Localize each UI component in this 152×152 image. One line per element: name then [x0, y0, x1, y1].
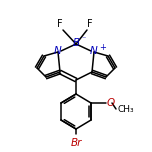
Text: B: B	[73, 38, 79, 48]
Text: F: F	[87, 19, 93, 29]
Text: ⁻: ⁻	[81, 35, 85, 43]
Text: N: N	[90, 46, 98, 56]
Text: O: O	[107, 98, 115, 108]
Text: N: N	[54, 46, 62, 56]
Text: F: F	[57, 19, 63, 29]
Text: +: +	[99, 43, 106, 52]
Text: Br: Br	[70, 138, 82, 148]
Text: CH₃: CH₃	[118, 105, 135, 114]
